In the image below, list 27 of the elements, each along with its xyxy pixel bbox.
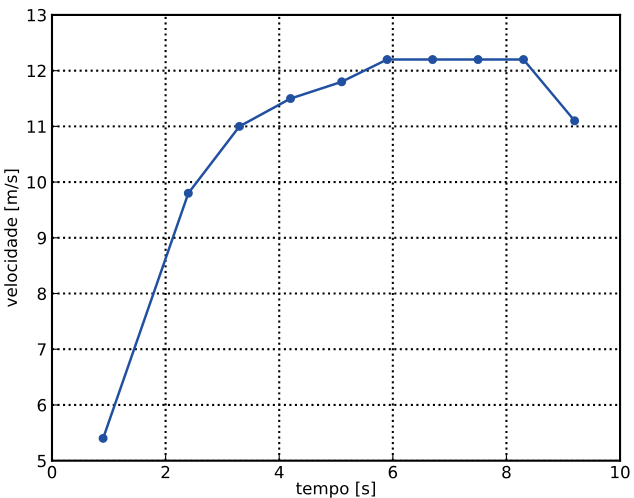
x-tick-label: 10 (611, 466, 630, 478)
point (382, 54, 392, 64)
y-tick-label: 9 (38, 232, 46, 244)
x-axis-title: tempo [s] (296, 482, 375, 498)
point (474, 54, 483, 64)
y-tick-label: 8 (38, 287, 46, 300)
y-tick-label: 10 (28, 176, 46, 189)
point (428, 54, 438, 64)
x-tick-label: 6 (388, 466, 398, 478)
x-tick-label: 2 (162, 466, 170, 478)
y-tick-label: 7 (38, 343, 46, 356)
point (234, 122, 244, 131)
y-tick-label: 13 (28, 8, 46, 22)
point (286, 94, 296, 104)
x-tick-label: 0 (48, 466, 56, 478)
y-tick-label: 11 (28, 120, 46, 133)
point (337, 77, 346, 86)
y-tick-label: 12 (28, 64, 46, 77)
point (570, 116, 580, 126)
y-axis-title: velocidade [m/s] (4, 170, 20, 307)
y-tick-label: 6 (38, 398, 46, 412)
y-tick-label: 5 (38, 454, 46, 468)
x-tick-label: 4 (274, 466, 284, 478)
point (518, 54, 528, 64)
point (184, 188, 193, 198)
point (98, 434, 108, 443)
x-tick-label: 8 (502, 466, 511, 478)
